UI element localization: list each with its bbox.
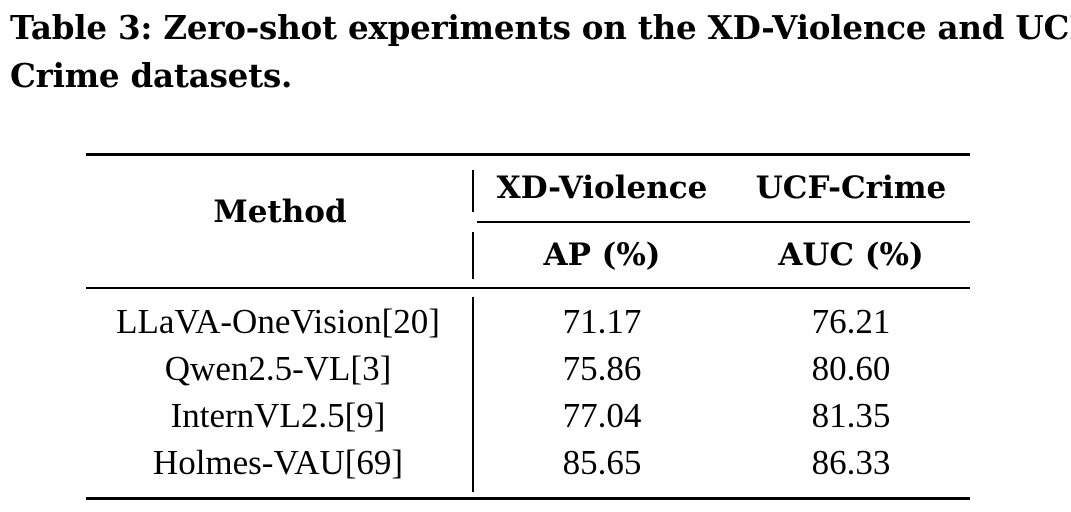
caption-line-1: Table 3: Zero-shot experiments on the XD… — [10, 8, 1071, 47]
header-auc: AUC (%) — [778, 237, 924, 273]
table-cell-method: Holmes-VAU[69] — [152, 443, 404, 482]
table-cell-method: LLaVA-OneVision[20] — [116, 302, 440, 341]
header-ucf-crime: UCF-Crime — [755, 170, 947, 206]
table-cell-auc: 76.21 — [811, 302, 891, 341]
caption-line-2: Crime datasets. — [10, 56, 293, 95]
table-cell-auc: 80.60 — [811, 349, 891, 388]
table-caption: Table 3: Zero-shot experiments on the XD… — [10, 4, 1071, 100]
table-cell-method: InternVL2.5[9] — [170, 396, 386, 435]
table-cell-auc: 81.35 — [811, 396, 891, 435]
column-divider — [472, 297, 474, 492]
column-divider — [472, 232, 474, 279]
table-cell-ap: 77.04 — [562, 396, 642, 435]
table-cell-ap: 85.65 — [562, 443, 642, 482]
table-cell-auc: 86.33 — [811, 443, 891, 482]
table-cell-method: Qwen2.5-VL[3] — [164, 349, 392, 388]
bottom-rule — [86, 497, 970, 500]
header-method: Method — [213, 194, 347, 230]
header-ap: AP (%) — [543, 237, 661, 273]
table-cell-ap: 75.86 — [562, 349, 642, 388]
column-divider — [472, 170, 474, 212]
header-sub-rule — [477, 221, 970, 223]
header-xd-violence: XD-Violence — [496, 170, 708, 206]
header-rule — [86, 287, 970, 289]
top-rule — [86, 153, 970, 156]
table-cell-ap: 71.17 — [562, 302, 642, 341]
